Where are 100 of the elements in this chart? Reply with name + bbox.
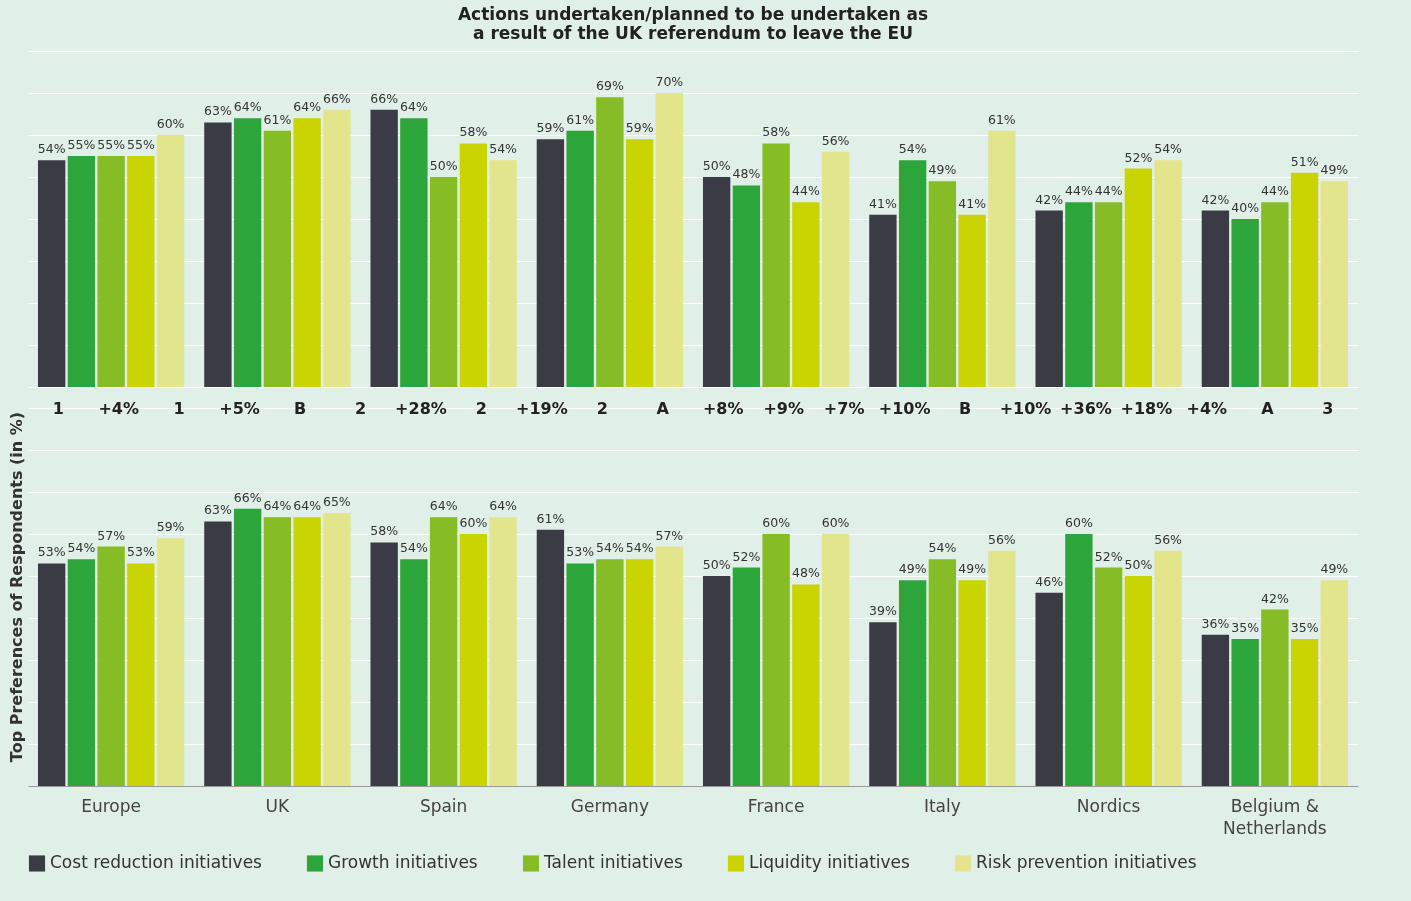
data-label: 60% [156,116,185,131]
bar [1201,634,1230,786]
data-label: 48% [791,565,820,581]
bar [67,559,96,786]
annotation: +28% [395,399,447,418]
annotation: 2 [596,399,608,418]
bar [370,542,398,786]
bar [928,559,957,786]
bar [732,567,761,786]
data-label: 53% [37,544,66,560]
data-label: 61% [987,111,1016,127]
bar [1290,172,1319,387]
x-tick-label: Belgium & Netherlands [1223,795,1327,838]
bar [400,118,428,387]
bar [958,214,986,387]
bar [323,513,351,786]
data-label: 64% [399,99,428,115]
data-label: 60% [762,515,791,530]
data-label: 54% [37,141,66,157]
data-label: 44% [1260,183,1289,199]
bar [958,580,986,786]
bar [762,534,790,786]
bar [204,521,232,786]
bar [702,177,731,387]
data-label: 54% [898,141,927,157]
bar [566,563,594,786]
bar [400,559,428,786]
data-label: 60% [1064,515,1093,530]
bar [898,580,927,786]
bar [869,622,897,786]
bar [429,177,458,387]
data-label: 66% [370,90,399,106]
bar [536,139,565,387]
data-label: 64% [489,498,518,514]
data-label: 64% [429,498,458,514]
data-label: 54% [1154,141,1183,157]
data-label: 61% [536,510,565,526]
data-label: 42% [1260,590,1289,606]
bar [536,529,565,786]
data-label: 50% [702,158,731,173]
data-label: 66% [322,90,351,106]
data-label: 44% [1094,183,1123,199]
annotation: +10% [999,399,1052,418]
data-label: 49% [1320,561,1349,577]
bar [1231,639,1259,786]
bar [489,517,517,786]
bar [37,160,66,387]
data-label: 57% [655,527,684,543]
data-label: 54% [595,540,624,556]
data-label: 61% [566,111,595,127]
annotation: 1 [173,399,185,418]
bar [1094,567,1123,786]
bar [37,563,66,786]
data-label: 64% [233,99,262,115]
bar [263,130,292,387]
bar [625,139,654,387]
data-label: 63% [204,103,232,119]
annotation: +18% [1120,399,1173,418]
legend-label: Cost reduction initiatives [50,852,263,873]
bar [1035,210,1063,387]
data-label: 53% [126,544,155,560]
annotation: 2 [354,399,367,418]
bar [127,563,155,786]
bar [97,546,125,786]
data-label: 56% [987,531,1016,547]
bar [702,576,731,786]
x-tick-label: Germany [570,795,649,816]
data-label: 40% [1231,200,1260,215]
data-label: 48% [732,166,761,182]
annotation: 1 [52,399,64,418]
bar [489,160,517,387]
bar [1320,580,1349,786]
data-label: 56% [1154,531,1183,547]
bar [821,151,850,387]
annotation: A [1261,399,1275,418]
annotation: A [656,399,670,418]
annotation: +8% [702,399,744,418]
bar [988,550,1016,786]
data-label: 66% [233,489,262,505]
annotation: B [293,399,307,418]
annotation: +10% [878,399,931,418]
legend-label: Risk prevention initiatives [976,852,1197,873]
bar [1231,219,1259,387]
x-tick-label: Nordics [1076,795,1141,816]
data-label: 59% [536,120,565,136]
data-label: 52% [1094,548,1123,564]
bar [263,517,292,786]
bar [459,143,488,387]
bar [156,135,185,387]
data-label: 64% [293,498,322,514]
data-label: 41% [869,195,897,211]
data-label: 35% [1231,620,1260,635]
bar [127,156,155,387]
x-tick-label: Europe [81,795,142,816]
bar [1261,609,1289,786]
x-tick-label: UK [265,795,291,816]
bar [293,517,321,786]
bar [1154,550,1182,786]
legend-label: Talent initiatives [543,852,683,873]
data-label: 58% [762,124,791,140]
